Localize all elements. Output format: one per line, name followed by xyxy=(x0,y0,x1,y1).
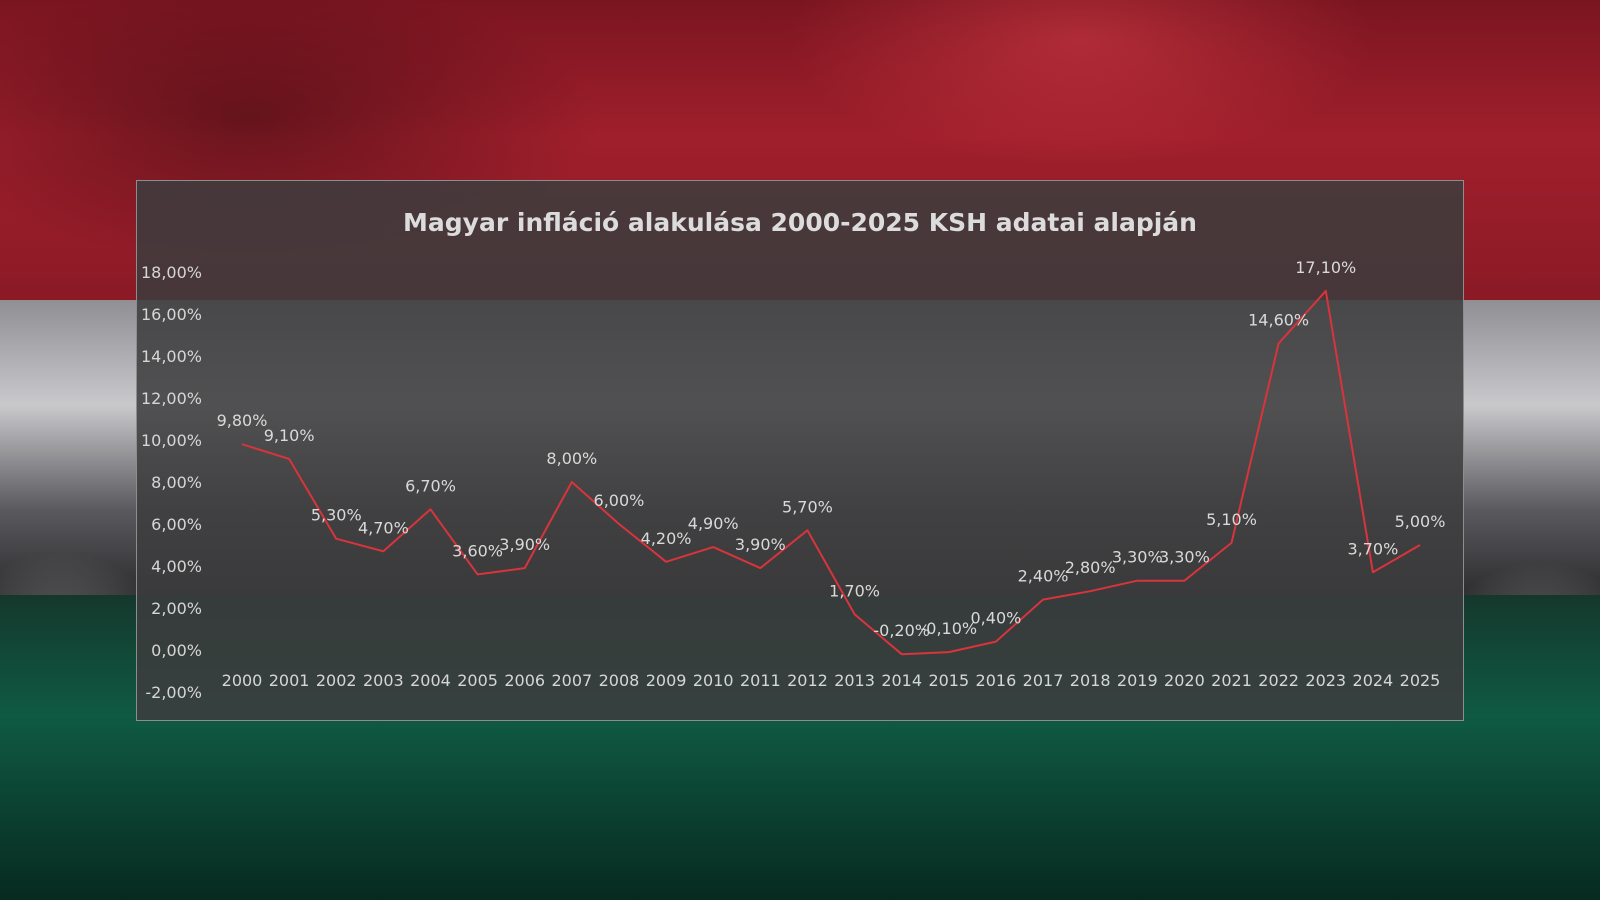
data-label: 8,00% xyxy=(546,449,597,468)
data-label: 3,90% xyxy=(735,535,786,554)
data-label: 0,40% xyxy=(971,609,1022,628)
data-label: 17,10% xyxy=(1295,258,1356,277)
x-tick-label: 2025 xyxy=(1400,671,1441,690)
data-label: 9,10% xyxy=(264,426,315,445)
data-label: 5,00% xyxy=(1395,512,1446,531)
x-tick-label: 2013 xyxy=(834,671,875,690)
chart-panel xyxy=(136,180,1464,721)
data-label: 4,20% xyxy=(641,529,692,548)
x-tick-label: 2000 xyxy=(222,671,263,690)
y-tick-label: 14,00% xyxy=(141,347,202,366)
x-tick-label: 2017 xyxy=(1023,671,1064,690)
x-tick-label: 2022 xyxy=(1258,671,1299,690)
x-tick-label: 2011 xyxy=(740,671,781,690)
x-tick-label: 2024 xyxy=(1353,671,1394,690)
x-tick-label: 2001 xyxy=(269,671,310,690)
y-tick-label: 8,00% xyxy=(151,473,202,492)
x-tick-label: 2018 xyxy=(1070,671,1111,690)
inflation-series-line xyxy=(241,289,1421,656)
x-tick-label: 2007 xyxy=(551,671,592,690)
data-label: 3,30% xyxy=(1112,548,1163,567)
data-label: -0,10% xyxy=(920,619,977,638)
data-label: 5,10% xyxy=(1206,510,1257,529)
x-tick-label: 2021 xyxy=(1211,671,1252,690)
x-tick-label: 2010 xyxy=(693,671,734,690)
x-tick-label: 2023 xyxy=(1305,671,1346,690)
x-tick-label: 2006 xyxy=(504,671,545,690)
data-label: 9,80% xyxy=(217,411,268,430)
data-label: 3,90% xyxy=(499,535,550,554)
x-tick-label: 2009 xyxy=(646,671,687,690)
y-tick-label: 0,00% xyxy=(151,641,202,660)
y-tick-label: 16,00% xyxy=(141,305,202,324)
x-tick-label: 2015 xyxy=(928,671,969,690)
y-tick-label: -2,00% xyxy=(145,683,202,702)
data-label: 3,30% xyxy=(1159,548,1210,567)
data-label: 2,40% xyxy=(1018,567,1069,586)
x-tick-label: 2004 xyxy=(410,671,451,690)
data-label: 4,90% xyxy=(688,514,739,533)
y-tick-label: 12,00% xyxy=(141,389,202,408)
x-tick-label: 2003 xyxy=(363,671,404,690)
y-tick-label: 4,00% xyxy=(151,557,202,576)
data-label: 3,60% xyxy=(452,541,503,560)
data-label: 5,30% xyxy=(311,506,362,525)
x-tick-label: 2014 xyxy=(881,671,922,690)
data-label: 6,70% xyxy=(405,476,456,495)
data-label: 6,00% xyxy=(594,491,645,510)
data-label: 2,80% xyxy=(1065,558,1116,577)
data-label: 3,70% xyxy=(1347,539,1398,558)
x-tick-label: 2020 xyxy=(1164,671,1205,690)
x-axis-ticks: 2000 2001 2002 2003 2004 2005 2006 2007 2008 2009… xyxy=(222,671,1441,690)
x-tick-label: 2008 xyxy=(599,671,640,690)
y-tick-label: 2,00% xyxy=(151,599,202,618)
chart-title: Magyar infláció alakulása 2000-2025 KSH … xyxy=(403,208,1197,237)
x-tick-label: 2005 xyxy=(457,671,498,690)
x-tick-label: 2002 xyxy=(316,671,357,690)
data-label: 5,70% xyxy=(782,497,833,516)
data-label: -0,20% xyxy=(873,621,930,640)
data-label: 14,60% xyxy=(1248,310,1309,329)
y-axis-ticks: -2,00% 0,00% 2,00% 4,00% 6,00% 8,00% 10,00% 12,… xyxy=(141,263,202,702)
y-tick-label: 6,00% xyxy=(151,515,202,534)
x-tick-label: 2016 xyxy=(976,671,1017,690)
data-label: 4,70% xyxy=(358,518,409,537)
x-tick-label: 2019 xyxy=(1117,671,1158,690)
data-label: 1,70% xyxy=(829,581,880,600)
data-labels: 9,80%9,10%5,30%4,70%6,70%3,60%3,90%8,00%… xyxy=(217,258,1446,640)
x-tick-label: 2012 xyxy=(787,671,828,690)
y-tick-label: 10,00% xyxy=(141,431,202,450)
y-tick-label: 18,00% xyxy=(141,263,202,282)
